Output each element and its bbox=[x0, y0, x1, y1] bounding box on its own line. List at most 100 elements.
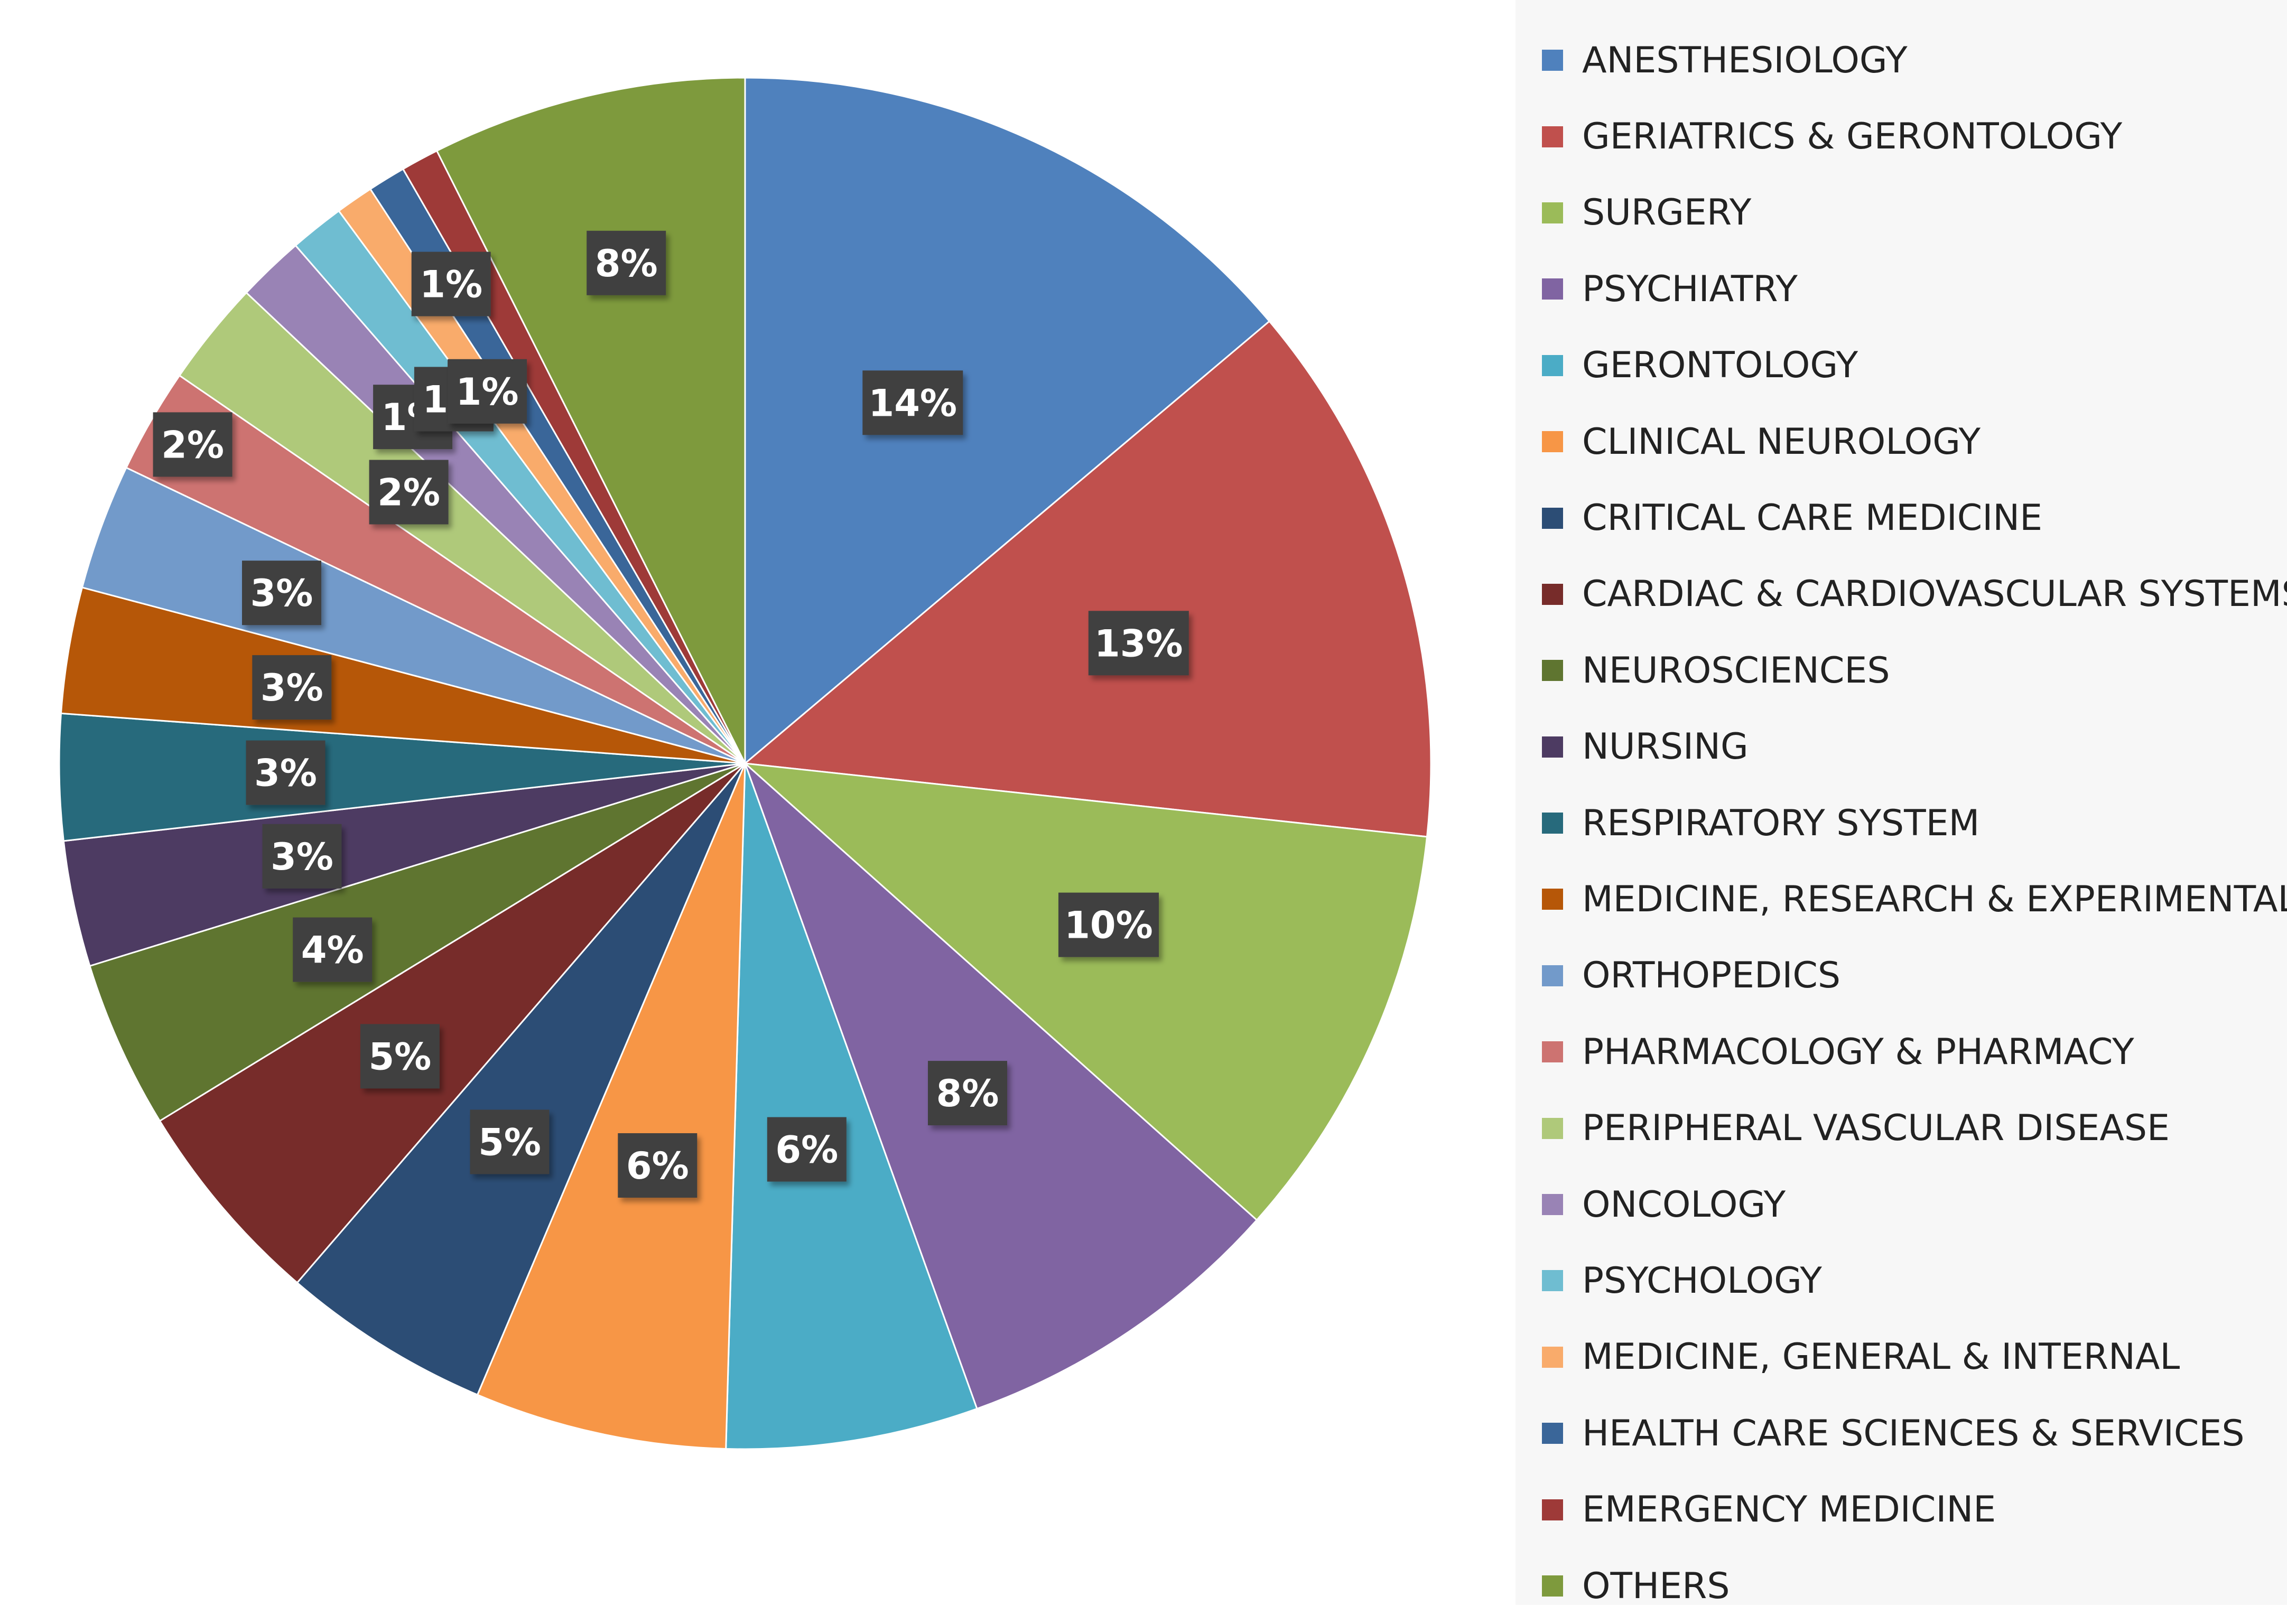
legend-label: SURGERY bbox=[1582, 192, 1752, 234]
legend-background bbox=[1516, 0, 2287, 1605]
data-label-box bbox=[587, 230, 666, 295]
legend-label: RESPIRATORY SYSTEM bbox=[1582, 802, 1980, 844]
legend-swatch bbox=[1542, 1117, 1563, 1139]
legend-item: PSYCHIATRY bbox=[1542, 251, 2282, 327]
pie-slice-surgery bbox=[742, 762, 1428, 1221]
pie-slice-nursing bbox=[62, 762, 746, 967]
data-label-text: 2% bbox=[161, 423, 224, 466]
pie-slice-clinical-neurology bbox=[476, 763, 746, 1450]
pie-slices bbox=[58, 77, 1432, 1450]
legend-label: GERIATRICS & GERONTOLOGY bbox=[1582, 116, 2123, 158]
legend-swatch bbox=[1542, 126, 1563, 147]
data-label-text: 6% bbox=[626, 1144, 689, 1188]
legend-swatch bbox=[1542, 1041, 1563, 1063]
pie-slice-neurosciences bbox=[89, 762, 746, 1122]
legend-swatch bbox=[1542, 202, 1563, 223]
data-label-box bbox=[1058, 892, 1159, 957]
legend-label: GERONTOLOGY bbox=[1582, 344, 1858, 387]
data-label-text: 5% bbox=[368, 1035, 431, 1078]
legend-item: CRITICAL CARE MEDICINE bbox=[1542, 480, 2282, 556]
legend-swatch bbox=[1542, 889, 1563, 910]
legend-swatch bbox=[1542, 507, 1563, 529]
data-label-box bbox=[360, 1024, 440, 1089]
chart-legend: ANESTHESIOLOGY GERIATRICS & GERONTOLOGY SU… bbox=[1542, 22, 2287, 1624]
legend-label: NEUROSCIENCES bbox=[1582, 649, 1890, 692]
data-label-text: 4% bbox=[301, 929, 364, 972]
legend-label: HEALTH CARE SCIENCES & SERVICES bbox=[1582, 1412, 2245, 1454]
legend-item: OTHERS bbox=[1542, 1548, 2282, 1624]
data-label-text: 3% bbox=[261, 666, 323, 710]
data-label: 14% bbox=[862, 370, 963, 435]
legend-item: EMERGENCY MEDICINE bbox=[1542, 1471, 2282, 1547]
data-label: 4% bbox=[293, 917, 373, 982]
legend-label: ONCOLOGY bbox=[1582, 1183, 1786, 1226]
data-label-box bbox=[1088, 611, 1189, 676]
legend-item: SURGERY bbox=[1542, 175, 2282, 251]
data-label: 6% bbox=[618, 1133, 698, 1198]
data-label: 1% bbox=[411, 251, 491, 316]
data-label-text: 8% bbox=[936, 1072, 999, 1115]
data-label-box bbox=[767, 1117, 847, 1182]
data-label-box bbox=[928, 1061, 1007, 1126]
legend-label: MEDICINE, RESEARCH & EXPERIMENTAL bbox=[1582, 878, 2287, 920]
data-label-box bbox=[411, 251, 491, 316]
pie-slice-critical-care-medicine bbox=[296, 763, 746, 1396]
legend-item: GERIATRICS & GERONTOLOGY bbox=[1542, 98, 2282, 174]
data-label: 13% bbox=[1088, 611, 1189, 676]
legend-label: CRITICAL CARE MEDICINE bbox=[1582, 497, 2043, 539]
data-label: 3% bbox=[262, 824, 342, 889]
legend-item: CLINICAL NEUROLOGY bbox=[1542, 404, 2282, 480]
legend-label: CLINICAL NEUROLOGY bbox=[1582, 421, 1981, 463]
data-label-box bbox=[369, 460, 449, 525]
data-label-box bbox=[153, 412, 233, 477]
legend-swatch bbox=[1542, 1346, 1563, 1368]
legend-label: EMERGENCY MEDICINE bbox=[1582, 1489, 1996, 1531]
legend-item: PSYCHOLOGY bbox=[1542, 1243, 2282, 1319]
legend-label: PERIPHERAL VASCULAR DISEASE bbox=[1582, 1107, 2170, 1150]
legend-swatch bbox=[1542, 50, 1563, 71]
legend-swatch bbox=[1542, 431, 1563, 453]
legend-swatch bbox=[1542, 1499, 1563, 1520]
data-label-text: 3% bbox=[271, 835, 333, 879]
legend-item: MEDICINE, RESEARCH & EXPERIMENTAL bbox=[1542, 861, 2287, 937]
legend-swatch bbox=[1542, 965, 1563, 986]
data-label-text: 8% bbox=[595, 242, 658, 285]
legend-item: NEUROSCIENCES bbox=[1542, 632, 2282, 708]
legend-label: ANESTHESIOLOGY bbox=[1582, 39, 1908, 81]
data-label-box bbox=[470, 1109, 550, 1174]
data-label: 1% bbox=[448, 359, 527, 424]
pie-slice-gerontology bbox=[725, 763, 978, 1450]
legend-label: PHARMACOLOGY & PHARMACY bbox=[1582, 1031, 2134, 1073]
legend-label: MEDICINE, GENERAL & INTERNAL bbox=[1582, 1336, 2180, 1378]
data-label: 3% bbox=[246, 740, 326, 805]
legend-swatch bbox=[1542, 1423, 1563, 1444]
legend-item: PERIPHERAL VASCULAR DISEASE bbox=[1542, 1090, 2282, 1166]
pie-slice-anesthesiology bbox=[744, 77, 1271, 766]
legend-item: ONCOLOGY bbox=[1542, 1166, 2282, 1243]
data-label-box bbox=[448, 359, 527, 424]
data-label-text: 3% bbox=[250, 572, 313, 615]
data-label-text: 1% bbox=[456, 370, 519, 414]
data-label-text: 13% bbox=[1094, 622, 1183, 665]
legend-label: NURSING bbox=[1582, 726, 1749, 768]
data-label-box bbox=[293, 917, 373, 982]
data-label: 8% bbox=[587, 230, 666, 295]
legend-item: GERONTOLOGY bbox=[1542, 328, 2282, 404]
legend-item: RESPIRATORY SYSTEM bbox=[1542, 785, 2282, 861]
data-label-box bbox=[242, 561, 321, 626]
pie-slice-orthopedics bbox=[81, 466, 746, 764]
legend-swatch bbox=[1542, 1575, 1563, 1597]
data-label: 3% bbox=[242, 561, 321, 626]
pie-slice-medicine-research-experimental bbox=[60, 586, 746, 764]
legend-swatch bbox=[1542, 354, 1563, 376]
data-label-box bbox=[618, 1133, 698, 1198]
data-label: 2% bbox=[153, 412, 233, 477]
legend-label: PSYCHIATRY bbox=[1582, 268, 1798, 310]
legend-item: NURSING bbox=[1542, 709, 2282, 785]
data-label-text: 3% bbox=[254, 752, 317, 795]
data-label: 6% bbox=[767, 1117, 847, 1182]
legend-swatch bbox=[1542, 813, 1563, 834]
data-label-box bbox=[862, 370, 963, 435]
data-label-text: 5% bbox=[478, 1121, 541, 1164]
